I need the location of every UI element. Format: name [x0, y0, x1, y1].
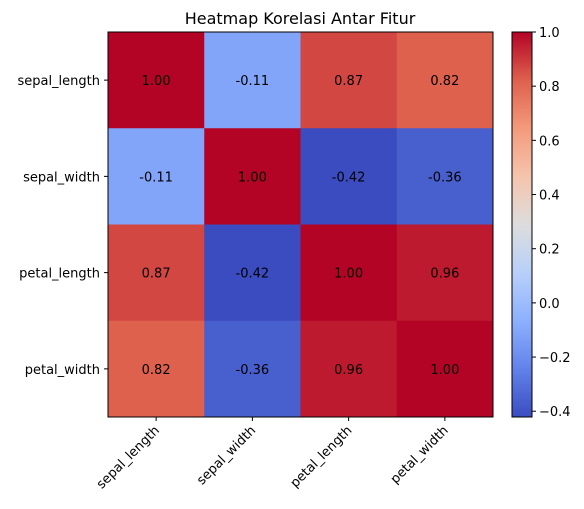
heatmap-cell-labels: 1.00 -0.11 0.87 0.82 -0.11 1.00 -0.42 -0.36 0.87…: [139, 74, 461, 378]
colorbar-tick-label: 0.2: [539, 243, 560, 258]
plot-frame: [107, 31, 494, 418]
x-tick-label: petal_length: [288, 423, 356, 491]
x-tick-label: sepal_width: [194, 423, 259, 488]
cell-value-label: -0.36: [428, 170, 462, 185]
cell-value-label: 0.82: [430, 74, 459, 89]
colorbar-tick-label: −0.4: [539, 405, 571, 420]
cell-value-label: 0.82: [142, 363, 171, 378]
heatmap-cell-sepal_width-petal_length: [300, 128, 398, 225]
heatmap-cell-petal_length-sepal_length: [108, 224, 205, 322]
y-axis-ticks: sepal_length sepal_width petal_lengthpetal…: [17, 74, 108, 378]
colorbar-tick-label: 0.6: [539, 134, 560, 149]
y-tick-label: sepal_length: [17, 74, 100, 89]
heatmap-cell-sepal_width-sepal_width: [204, 128, 301, 225]
cell-value-label: -0.36: [236, 363, 270, 378]
x-axis-ticks: sepal_length sepal_width petal_length petal…: [94, 417, 452, 492]
heatmap-cell-sepal_length-sepal_length: [108, 32, 205, 129]
heatmap-cell-petal_length-sepal_width: [204, 224, 301, 322]
cell-value-label: -0.42: [236, 267, 270, 282]
colorbar-tick-label: 0.8: [539, 80, 560, 95]
x-tick-label: sepal_length: [94, 423, 163, 492]
colorbar-tick-label: 0.4: [539, 189, 560, 204]
colorbar-tick-label: 0.0: [539, 297, 560, 312]
cell-value-label: 0.96: [430, 267, 459, 282]
chart-title: Heatmap Korelasi Antar Fitur: [185, 9, 416, 28]
cell-value-label: 0.87: [142, 267, 171, 282]
cell-value-label: -0.11: [139, 170, 173, 185]
y-tick-label: petal_length: [19, 267, 100, 282]
heatmap-cell-petal_length-petal_width: [396, 224, 494, 322]
y-tick-label: sepal_width: [23, 170, 100, 185]
cell-value-label: 1.00: [430, 363, 459, 378]
cell-value-label: 1.00: [238, 170, 267, 185]
y-tick-label: petal_width: [25, 363, 100, 378]
colorbar-ticks: 1.0 0.8 0.6 0.4 0.2 0.0 −0.2 −0.4: [532, 26, 571, 420]
cell-value-label: 1.00: [142, 74, 171, 89]
heatmap-cell-petal_length-petal_length: [300, 224, 398, 322]
heatmap-cell-sepal_length-petal_width: [396, 32, 494, 129]
cell-value-label: 1.00: [334, 267, 363, 282]
cell-value-label: 0.96: [334, 363, 363, 378]
heatmap-cells: [108, 32, 494, 418]
cell-value-label: -0.42: [332, 170, 366, 185]
x-tick-label: petal_width: [388, 423, 452, 487]
heatmap-cell-petal_width-petal_width: [396, 320, 494, 418]
heatmap-cell-sepal_width-petal_width: [396, 128, 494, 225]
colorbar-tick-label: 1.0: [539, 26, 560, 41]
cell-value-label: -0.11: [236, 74, 270, 89]
heatmap-cell-petal_width-petal_length: [300, 320, 398, 418]
heatmap-cell-sepal_length-sepal_width: [204, 32, 301, 129]
cell-value-label: 0.87: [334, 74, 363, 89]
heatmap-cell-petal_width-sepal_width: [204, 320, 301, 418]
heatmap-cell-petal_width-sepal_length: [108, 320, 205, 418]
heatmap-cell-sepal_length-petal_length: [300, 32, 398, 129]
heatmap-cell-sepal_width-sepal_length: [108, 128, 205, 225]
colorbar-tick-label: −0.2: [539, 351, 571, 366]
colorbar: [511, 31, 533, 418]
